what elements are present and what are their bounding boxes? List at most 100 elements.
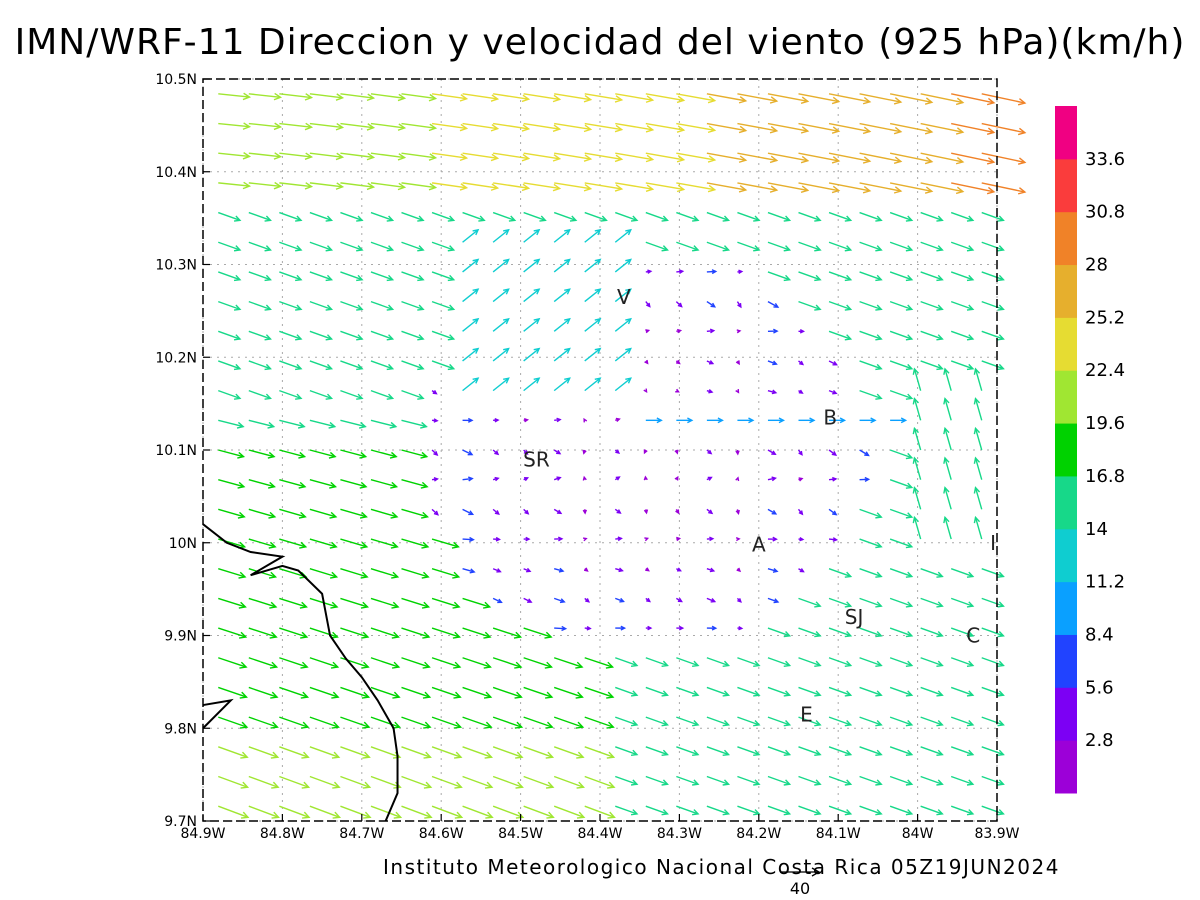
wind-vector-head: [503, 228, 510, 236]
wind-vector: [859, 657, 883, 667]
wind-vector: [767, 686, 792, 697]
wind-vector-shaft: [944, 517, 952, 540]
wind-vector-shaft: [279, 538, 306, 548]
wind-vector-head: [783, 274, 792, 282]
wind-vector: [218, 122, 252, 130]
wind-vector: [401, 211, 425, 222]
wind-vector: [828, 657, 853, 667]
wind-vector-head: [936, 601, 944, 608]
wind-vector-shaft: [889, 93, 932, 103]
wind-vector-shaft: [462, 597, 490, 608]
wind-vector: [401, 508, 429, 519]
wind-vector-head: [583, 94, 593, 103]
wind-vector-head: [814, 304, 822, 311]
wind-vector-shaft: [218, 93, 250, 98]
wind-vector: [370, 152, 407, 161]
wind-vector-shaft: [828, 597, 851, 607]
wind-vector-shaft: [553, 686, 583, 698]
x-tick-label: 84.8W: [260, 826, 305, 842]
wind-vector-head: [433, 510, 439, 516]
city-label: SR: [523, 447, 550, 471]
wind-vector-head: [328, 421, 337, 429]
wind-vector: [767, 122, 810, 134]
wind-vector-head: [997, 779, 1005, 786]
wind-vector-shaft: [431, 241, 454, 251]
wind-vector-shaft: [523, 716, 553, 728]
wind-vector-shaft: [676, 122, 715, 132]
wind-vector-head: [645, 184, 655, 192]
wind-vector-shaft: [913, 457, 922, 480]
wind-vector-shaft: [462, 182, 498, 189]
wind-vector-shaft: [523, 746, 553, 758]
wind-vector-head: [335, 152, 345, 161]
wind-vector-head: [420, 481, 429, 489]
wind-vector-shaft: [248, 657, 277, 668]
wind-vector-head: [564, 317, 571, 325]
wind-vector: [676, 536, 682, 542]
wind-vector: [798, 417, 816, 424]
x-tick-label: 84.7W: [339, 826, 384, 842]
wind-vector-shaft: [859, 152, 901, 163]
wind-vector: [950, 657, 975, 667]
wind-vector-head: [300, 691, 310, 699]
wind-vector-shaft: [401, 716, 431, 728]
wind-vector-head: [273, 92, 283, 101]
wind-vector: [309, 449, 337, 459]
wind-vector-head: [264, 215, 272, 222]
wind-vector: [340, 746, 371, 759]
wind-vector-head: [503, 317, 510, 325]
wind-vector: [645, 625, 653, 631]
wind-vector-head: [237, 481, 246, 489]
wind-vector-shaft: [309, 389, 332, 400]
wind-vector-shaft: [615, 182, 653, 190]
wind-vector-head: [356, 274, 364, 282]
wind-vector-head: [433, 477, 439, 482]
wind-vector-head: [494, 510, 500, 515]
wind-vector: [973, 426, 983, 451]
wind-vector-shaft: [340, 657, 369, 668]
wind-vector: [554, 152, 593, 162]
wind-vector-shaft: [370, 597, 399, 608]
wind-vector-shaft: [889, 152, 932, 163]
wind-vector-head: [798, 510, 804, 516]
wind-vector: [309, 389, 334, 400]
wind-vector: [584, 211, 608, 222]
wind-vector-head: [242, 152, 252, 160]
wind-vector-head: [661, 749, 669, 757]
wind-vector: [828, 805, 853, 816]
wind-vector: [523, 567, 532, 573]
wind-vector: [950, 360, 975, 371]
wind-vector: [737, 93, 779, 104]
wind-vector-head: [936, 660, 944, 667]
wind-vector-shaft: [370, 389, 393, 400]
wind-vector: [643, 449, 648, 455]
wind-vector: [859, 805, 883, 816]
wind-vector: [340, 330, 364, 341]
wind-vector-shaft: [218, 182, 250, 187]
colorbar-swatch: [1055, 158, 1077, 213]
wind-vector-shaft: [974, 457, 983, 480]
wind-vector-shaft: [798, 597, 821, 607]
wind-vector-shaft: [737, 93, 777, 102]
x-tick-label: 84W: [902, 826, 934, 842]
y-tick-label: 10.4N: [155, 165, 197, 181]
wind-vector: [462, 627, 492, 639]
wind-vector-shaft: [431, 271, 454, 281]
wind-vector-head: [875, 749, 883, 757]
wind-vector-shaft: [584, 258, 601, 273]
wind-vector-head: [545, 751, 555, 759]
wind-vector: [981, 686, 1005, 697]
wind-vector-head: [533, 347, 541, 354]
wind-vector-shaft: [950, 241, 974, 251]
wind-vector-head: [875, 541, 883, 549]
wind-vector-shaft: [462, 805, 493, 818]
wind-vector: [584, 347, 602, 362]
wind-vector-shaft: [981, 716, 1004, 726]
wind-vector-head: [814, 779, 822, 786]
wind-vector-shaft: [584, 211, 607, 221]
wind-vector: [645, 657, 669, 667]
wind-vector-shaft: [767, 597, 779, 603]
wind-vector-head: [645, 154, 655, 163]
wind-vector: [370, 122, 407, 131]
